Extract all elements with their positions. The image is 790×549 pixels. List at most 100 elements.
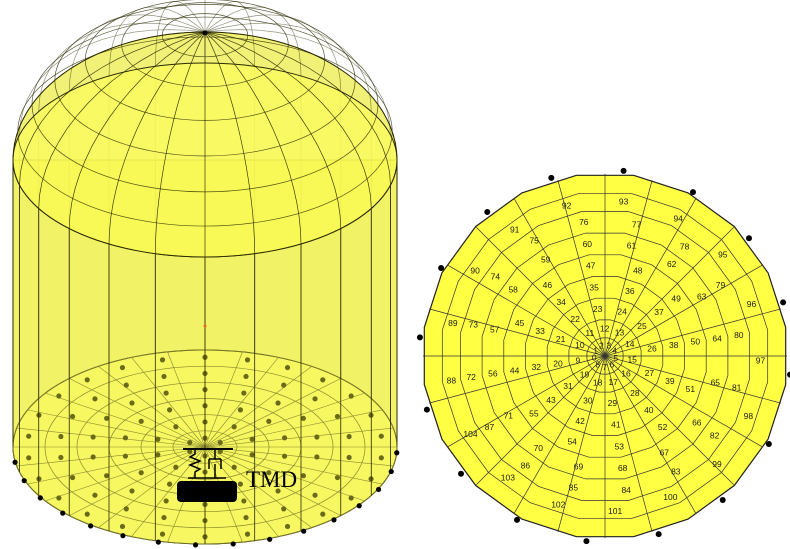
plan-spoke (604, 355, 653, 532)
node-label: 36 (625, 286, 635, 296)
node-label: 72 (466, 372, 476, 382)
floor-node (231, 424, 237, 430)
node-label: 48 (633, 266, 643, 276)
floor-node (123, 506, 129, 512)
floor-node (320, 377, 326, 383)
support-node (230, 541, 236, 547)
node-label: 43 (546, 395, 556, 405)
plan-spoke (604, 355, 763, 448)
node-label: 73 (469, 319, 479, 329)
dome-meridian (108, 6, 206, 77)
floor-node (187, 448, 193, 455)
floor-node (348, 495, 354, 501)
node-label: 19 (580, 369, 590, 379)
node-label: 69 (574, 461, 584, 471)
dome-meridian (154, 1, 206, 67)
node-label: 8 (595, 359, 600, 369)
floor-node (173, 464, 179, 470)
node-label: 83 (671, 467, 681, 477)
floor-node (155, 452, 161, 458)
floor-node (92, 492, 98, 498)
floor-node (104, 473, 110, 479)
node-label: 82 (710, 431, 720, 441)
floor-node (159, 531, 166, 537)
tank-dome-model: TMD (12, 0, 400, 548)
node-label: 102 (551, 499, 565, 509)
dome-meridian (204, 31, 256, 254)
node-label: 93 (619, 197, 629, 207)
dome-meridian (204, 6, 302, 77)
node-label: 28 (630, 388, 640, 398)
perimeter-support (458, 470, 465, 477)
node-label: 90 (470, 266, 480, 276)
node-label: 87 (485, 422, 495, 432)
node-label: 79 (716, 280, 726, 290)
tmd-mass (177, 481, 237, 502)
floor-node (84, 511, 90, 517)
floor-node (122, 453, 129, 459)
node-label: 14 (625, 339, 635, 349)
plan-spoke (604, 308, 781, 357)
floor-node (69, 474, 76, 481)
floor-node (129, 400, 135, 406)
floor-spoke (204, 357, 279, 448)
node-label: 59 (541, 254, 551, 264)
floor-node (163, 390, 169, 396)
plan-ring (525, 276, 685, 436)
node-label: 50 (691, 337, 701, 347)
node-label: 104 (463, 429, 477, 439)
node-label: 18 (593, 377, 603, 387)
perimeter-support (620, 167, 627, 174)
dome-meridian (19, 29, 206, 135)
floor-spoke (131, 446, 206, 537)
node-label: 32 (532, 362, 542, 372)
plan-spoke (447, 264, 606, 357)
perimeter-support (423, 406, 430, 413)
floor-node (119, 364, 126, 371)
floor-spoke (204, 446, 341, 516)
support-node (331, 517, 337, 523)
floor-node (314, 454, 320, 460)
tank-mesh (12, 0, 400, 548)
support-node (37, 495, 43, 501)
node-label: 44 (510, 365, 520, 375)
support-node (192, 542, 199, 548)
plan-ring (546, 297, 664, 415)
floor-node (123, 382, 129, 388)
plan-spoke (604, 180, 653, 357)
plan-spoke (513, 198, 606, 357)
node-label: 38 (669, 340, 679, 350)
floor-node (161, 514, 167, 521)
plan-spoke (604, 355, 697, 514)
perimeter-support (745, 235, 752, 242)
node-label: 88 (447, 375, 457, 385)
perimeter-support (689, 189, 696, 196)
floor-node (300, 415, 306, 421)
floor-node (281, 453, 288, 459)
floor-node (187, 439, 193, 446)
floor-node (249, 452, 255, 458)
perimeter-support (780, 299, 787, 306)
node-label: 66 (692, 418, 702, 428)
plan-spoke (557, 355, 606, 532)
node-label: 85 (569, 483, 579, 493)
floor-spoke (16, 446, 206, 467)
dashpot-icon (208, 449, 222, 478)
floor-node (58, 433, 64, 440)
floor-node (241, 498, 247, 504)
plan-spoke (557, 180, 606, 357)
floor-node (241, 390, 247, 396)
floor-node (90, 434, 96, 440)
node-label: 31 (563, 381, 573, 391)
floor-node (275, 488, 281, 494)
node-label: 54 (567, 436, 577, 446)
perimeter-support (583, 538, 590, 545)
node-label: 84 (621, 485, 631, 495)
node-label: 91 (510, 224, 520, 234)
node-label: 92 (562, 200, 572, 210)
node-label: 25 (637, 321, 647, 331)
plan-spoke (604, 198, 697, 357)
support-node (356, 503, 362, 509)
floor-node (56, 393, 62, 399)
